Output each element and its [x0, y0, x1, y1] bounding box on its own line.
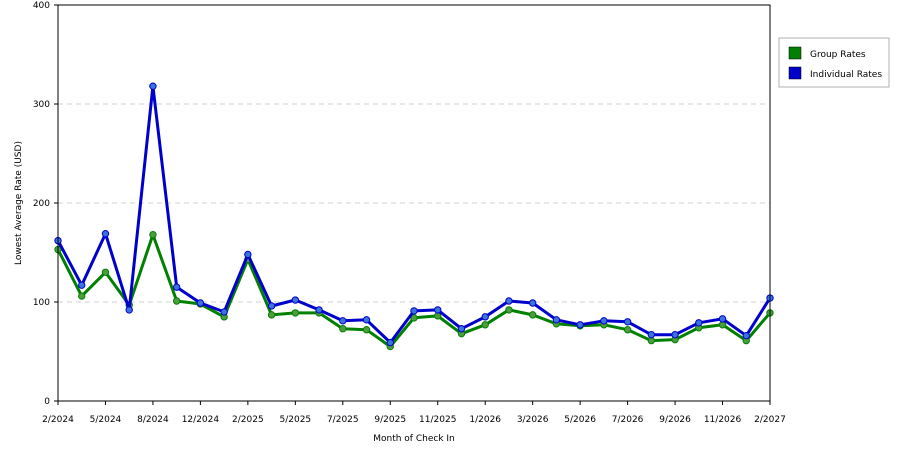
point-individual-rates-15	[410, 307, 418, 315]
legend-label-individual-rates: Individual Rates	[810, 70, 882, 80]
x-tick-label-7-2026: 7/2026	[612, 415, 644, 425]
point-individual-rates-21	[552, 316, 561, 324]
point-group-rates-5	[172, 297, 181, 305]
y-tick-label-0: 0	[44, 397, 50, 407]
x-tick-label-12-2024: 12/2024	[182, 415, 220, 425]
axes	[54, 4, 771, 405]
legend-label-group-rates: Group Rates	[810, 50, 866, 60]
point-individual-rates-26	[671, 330, 679, 339]
point-group-rates-1	[78, 292, 86, 300]
series-line-group-rates	[56, 233, 772, 349]
x-axis-title: Month of Check In	[373, 434, 455, 444]
point-individual-rates-17	[457, 325, 466, 333]
point-group-rates-2	[101, 268, 110, 276]
x-tick-label-9-2025: 9/2025	[374, 415, 406, 425]
x-tick-label-8-2024: 8/2024	[137, 415, 169, 425]
point-individual-rates-10	[291, 296, 300, 304]
point-individual-rates-28	[718, 315, 727, 323]
point-individual-rates-11	[315, 306, 323, 314]
x-tick-label-9-2026: 9/2026	[659, 415, 691, 425]
x-tick-label-3-2026: 3/2026	[517, 415, 549, 425]
x-tick-label-11-2026: 11/2026	[704, 415, 742, 425]
x-tick-label-5-2026: 5/2026	[564, 415, 596, 425]
point-individual-rates-25	[647, 330, 656, 339]
point-individual-rates-13	[362, 316, 371, 324]
tick-labels: 0 100 200 300 400 2/2024 5/2024 8/2024 12/2024 2/…	[33, 1, 786, 425]
plot-frame	[57, 4, 771, 402]
point-individual-rates-9	[267, 302, 276, 310]
point-group-rates-9	[267, 311, 276, 319]
x-tick-label-1-2026: 1/2026	[469, 415, 501, 425]
x-tick-label-7-2025: 7/2025	[327, 415, 359, 425]
point-group-rates-10	[291, 309, 300, 317]
point-individual-rates-18	[481, 313, 489, 321]
point-individual-rates-12	[339, 317, 347, 325]
point-individual-rates-27	[695, 319, 703, 327]
point-group-rates-15	[410, 314, 418, 322]
point-individual-rates-23	[600, 317, 608, 325]
point-individual-rates-7	[220, 308, 228, 316]
y-tick-label-300: 300	[33, 100, 50, 110]
y-axis-title: Lowest Average Rate (USD)	[14, 141, 24, 265]
point-individual-rates-24	[623, 318, 632, 326]
point-group-rates-18	[481, 321, 489, 329]
series-line-individual-rates	[56, 84, 772, 345]
legend-swatch-group-rates	[788, 46, 802, 60]
point-individual-rates-16	[434, 306, 442, 314]
point-individual-rates-19	[505, 297, 513, 305]
x-tick-label-2-2027: 2/2027	[754, 415, 786, 425]
point-individual-rates-2	[101, 229, 110, 238]
point-individual-rates-4	[149, 82, 157, 90]
legend-swatch-individual-rates	[788, 66, 802, 80]
point-individual-rates-1	[78, 281, 86, 289]
y-tick-label-100: 100	[33, 298, 50, 308]
point-group-rates-24	[623, 326, 632, 334]
point-group-rates-4	[149, 230, 157, 239]
x-tick-label-2-2024: 2/2024	[42, 415, 74, 425]
point-group-rates-13	[362, 326, 371, 334]
x-tick-label-2-2025: 2/2025	[232, 415, 264, 425]
y-tick-label-400: 400	[33, 1, 50, 11]
point-individual-rates-29	[742, 331, 750, 340]
point-group-rates-20	[528, 311, 537, 319]
point-individual-rates-22	[576, 321, 584, 329]
series-lines	[54, 82, 774, 351]
x-tick-label-5-2025: 5/2025	[279, 415, 311, 425]
point-individual-rates-20	[528, 299, 537, 307]
point-group-rates-19	[505, 306, 513, 314]
x-tick-label-5-2024: 5/2024	[90, 415, 122, 425]
point-individual-rates-8	[244, 250, 252, 259]
gridlines	[58, 103, 770, 303]
point-individual-rates-3	[125, 306, 133, 314]
point-individual-rates-5	[172, 283, 181, 291]
y-tick-label-200: 200	[33, 199, 50, 209]
point-individual-rates-6	[196, 299, 205, 307]
point-individual-rates-14	[386, 338, 394, 347]
point-group-rates-12	[339, 325, 347, 333]
x-tick-label-11-2025: 11/2025	[419, 415, 456, 425]
legend: Group Rates Individual Rates	[778, 37, 890, 88]
